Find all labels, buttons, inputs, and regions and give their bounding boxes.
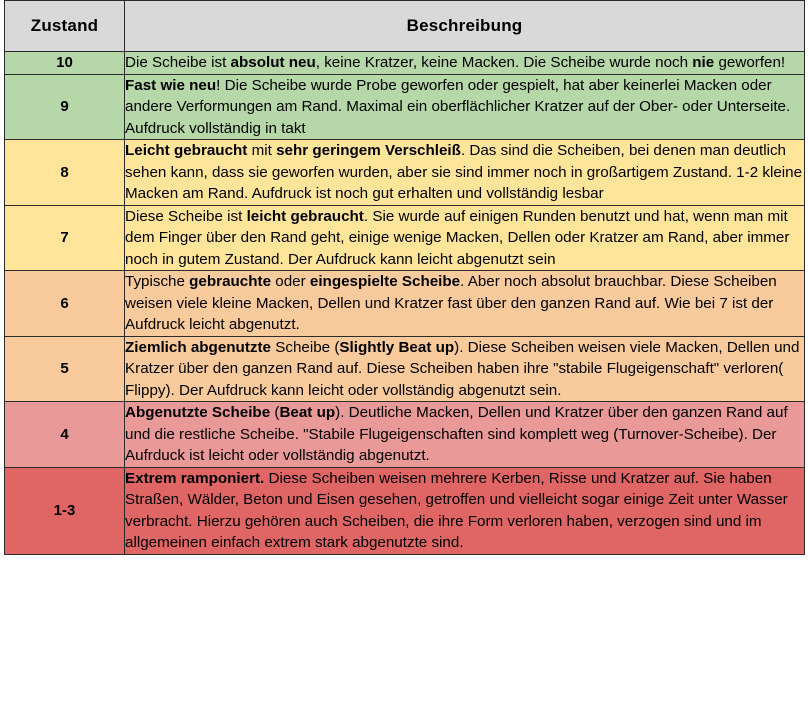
column-header-zustand: Zustand <box>4 0 125 52</box>
description-emphasis: eingespielte Scheibe <box>309 273 461 290</box>
column-header-beschreibung: Beschreibung <box>124 0 805 52</box>
grade-cell: 4 <box>4 401 125 468</box>
description-text: Diese Scheibe ist <box>125 207 247 225</box>
disc-condition-table: Zustand Beschreibung 10 Die Scheibe ist a… <box>4 0 805 555</box>
description-emphasis: leicht gebraucht <box>246 207 364 225</box>
table-row: 6 Typische gebrauchte oder eingespielte S… <box>4 270 805 337</box>
description-text: ( <box>270 404 280 421</box>
description-cell: Fast wie neu! Die Scheibe wurde Probe ge… <box>124 73 805 140</box>
description-cell: Diese Scheibe ist leicht gebraucht. Sie … <box>124 204 805 271</box>
description-cell: Abgenutzte Scheibe (Beat up). Deutliche … <box>124 401 805 468</box>
table-header: Zustand Beschreibung <box>4 0 805 52</box>
table-body: 10 Die Scheibe ist absolut neu, keine Kra… <box>4 51 805 555</box>
description-text: . Das sind die Scheiben, bei denen man d… <box>125 142 803 202</box>
table-row: 10 Die Scheibe ist absolut neu, keine Kra… <box>4 51 805 75</box>
description-emphasis: gebrauchte <box>189 273 272 290</box>
description-emphasis: Leicht gebraucht <box>125 142 248 159</box>
description-text: ). Diese Scheiben weisen viele Macken, D… <box>125 338 800 399</box>
description-emphasis: Slightly Beat up <box>339 338 455 356</box>
grade-cell: 7 <box>4 204 125 271</box>
description-cell: Leicht gebraucht mit sehr geringem Versc… <box>124 139 805 206</box>
table-row: 8 Leicht gebraucht mit sehr geringem Vers… <box>4 139 805 206</box>
grade-cell: 1-3 <box>4 466 125 555</box>
description-text: ! Die Scheibe wurde Probe geworfen oder … <box>125 76 791 137</box>
description-cell: Extrem ramponiert. Diese Scheiben weisen… <box>124 466 805 555</box>
description-text: oder <box>271 273 310 290</box>
description-emphasis: Fast wie neu <box>125 76 217 94</box>
description-text: Scheibe ( <box>271 338 340 356</box>
table-row: 1-3 Extrem ramponiert. Diese Scheiben wei… <box>4 466 805 555</box>
table-header-row: Zustand Beschreibung <box>4 0 805 52</box>
description-emphasis: absolut neu <box>230 54 316 71</box>
table-row: 7 Diese Scheibe ist leicht gebraucht. Sie… <box>4 204 805 271</box>
grade-cell: 6 <box>4 270 125 337</box>
grade-cell: 5 <box>4 335 125 402</box>
description-emphasis: sehr geringem Verschleiß <box>276 142 461 159</box>
grade-cell: 10 <box>4 51 125 75</box>
table-row: 4 Abgenutzte Scheibe (Beat up). Deutliche… <box>4 401 805 468</box>
grade-cell: 8 <box>4 139 125 206</box>
table-row: 5 Ziemlich abgenutzte Scheibe (Slightly B… <box>4 335 805 402</box>
description-emphasis: Beat up <box>279 404 336 421</box>
description-text: . Aber noch absolut brauchbar. Diese Sch… <box>125 273 777 333</box>
description-emphasis: Ziemlich abgenutzte <box>125 338 271 356</box>
description-emphasis: nie <box>692 54 715 71</box>
description-text: mit <box>247 142 277 159</box>
description-text: . Sie wurde auf einigen Runden benutzt u… <box>125 207 790 268</box>
description-emphasis: Abgenutzte Scheibe <box>125 404 271 421</box>
description-cell: Die Scheibe ist absolut neu, keine Kratz… <box>124 51 805 75</box>
description-emphasis: Extrem ramponiert. <box>125 469 265 487</box>
description-text: Diese Scheiben weisen mehrere Kerben, Ri… <box>125 469 788 552</box>
description-text: Die Scheibe ist <box>125 54 231 71</box>
description-text: , keine Kratzer, keine Macken. Die Schei… <box>315 54 693 71</box>
grade-cell: 9 <box>4 73 125 140</box>
table-row: 9 Fast wie neu! Die Scheibe wurde Probe g… <box>4 73 805 140</box>
description-cell: Typische gebrauchte oder eingespielte Sc… <box>124 270 805 337</box>
description-text: Typische <box>125 273 190 290</box>
description-cell: Ziemlich abgenutzte Scheibe (Slightly Be… <box>124 335 805 402</box>
description-text: geworfen! <box>714 54 786 71</box>
description-text: ). Deutliche Macken, Dellen und Kratzer … <box>125 404 788 464</box>
